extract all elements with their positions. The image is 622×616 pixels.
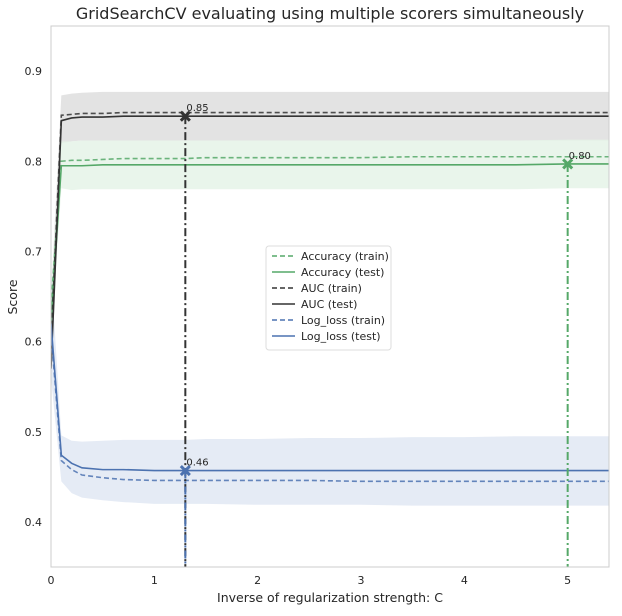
best-score-marker-accuracy bbox=[562, 158, 574, 170]
accuracy-band bbox=[51, 139, 609, 342]
legend-label: Accuracy (test) bbox=[301, 266, 384, 279]
series-line-0 bbox=[51, 155, 609, 306]
x-axis-label: Inverse of regularization strength: C bbox=[217, 590, 443, 605]
legend: Accuracy (train) Accuracy (test) AUC (trai… bbox=[265, 245, 392, 351]
best-score-marker-auc bbox=[179, 110, 191, 122]
chart-title: GridSearchCV evaluating using multiple s… bbox=[76, 4, 584, 23]
x-tick-label: 0 bbox=[48, 574, 55, 587]
legend-label: Log_loss (train) bbox=[301, 314, 385, 327]
plot-frame bbox=[50, 25, 610, 568]
best-score-label-log-loss: 0.46 bbox=[186, 458, 208, 469]
x-tick-label: 1 bbox=[151, 574, 158, 587]
y-axis-label: Score bbox=[5, 279, 20, 314]
series-line-1 bbox=[51, 163, 609, 324]
y-tick-label: 0.5 bbox=[25, 426, 43, 439]
series-line-4 bbox=[51, 332, 609, 483]
x-tick-label: 5 bbox=[564, 574, 571, 587]
x-tick-label: 3 bbox=[358, 574, 365, 587]
legend-label: Log_loss (test) bbox=[301, 330, 381, 343]
legend-box bbox=[265, 245, 392, 351]
x-tick-label: 4 bbox=[461, 574, 468, 587]
x-tick-label: 2 bbox=[254, 574, 261, 587]
series-line-2 bbox=[51, 111, 609, 342]
legend-label: Accuracy (train) bbox=[301, 250, 389, 263]
y-tick-label: 0.6 bbox=[25, 336, 43, 349]
legend-label: AUC (train) bbox=[301, 282, 362, 295]
y-tick-label: 0.4 bbox=[25, 516, 43, 529]
best-score-label-auc: 0.85 bbox=[186, 103, 208, 114]
log-loss-band bbox=[51, 269, 609, 506]
legend-label: AUC (test) bbox=[301, 298, 357, 311]
series-line-5 bbox=[51, 323, 609, 472]
plot-area: 0.85 0.80 0.46 0 1 2 3 4 5 0.4 0.5 0.6 0.7 0.8 0.9 bbox=[25, 25, 610, 587]
y-tick-label: 0.7 bbox=[25, 245, 43, 258]
auc-band bbox=[51, 91, 609, 387]
series-line-3 bbox=[51, 115, 609, 369]
y-tick-label: 0.8 bbox=[25, 155, 43, 168]
plot-clipped-group bbox=[51, 91, 609, 567]
best-score-label-accuracy: 0.80 bbox=[569, 151, 591, 162]
best-score-marker-log-loss bbox=[179, 464, 191, 477]
y-tick-label: 0.9 bbox=[25, 65, 43, 78]
